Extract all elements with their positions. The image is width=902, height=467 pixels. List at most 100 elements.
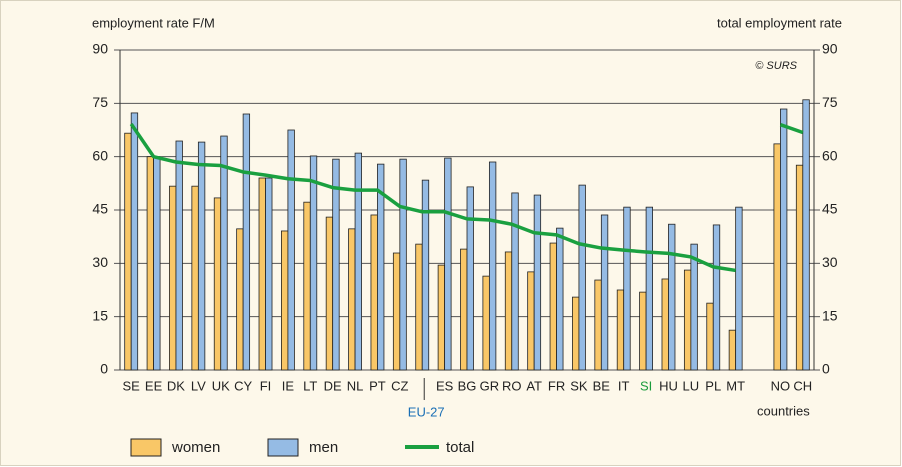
bar [213,197,222,371]
y2-tick-label: 30 [822,254,838,270]
bar [645,206,653,371]
bar [466,186,474,371]
bar [377,163,385,371]
bar [175,140,183,371]
x-axis-label: countries [757,403,810,418]
x-tick-label: LU [683,378,700,393]
x-tick-label: PT [369,378,386,393]
y2-tick-label: 0 [822,361,830,377]
bar [236,228,244,371]
bar [712,224,721,371]
bar [488,161,497,371]
y-tick-label: 60 [92,147,108,163]
x-tick-label: MT [726,378,745,393]
x-tick-label: LV [191,378,206,393]
y2-tick-label: 60 [822,147,838,163]
legend-swatch [130,438,162,457]
bar [332,158,340,371]
x-tick-label: PL [705,378,721,393]
bar [706,302,714,371]
bar [354,152,362,371]
bar [287,129,295,371]
bar [482,275,490,371]
x-tick-label: EE [145,378,163,393]
bar [661,278,669,371]
bar [549,242,557,371]
x-tick-label: FR [548,378,565,393]
bar [146,156,154,371]
y2-tick-label: 90 [822,41,838,57]
x-tick-label: EU-27 [408,404,445,419]
x-tick-label: RO [502,378,522,393]
bar [572,296,580,371]
bar [639,291,647,371]
bar [460,248,468,371]
y-tick-label: 0 [100,361,108,377]
bar [668,223,676,371]
y2-axis-label: total employment rate [717,15,842,30]
bar [795,164,804,371]
y-tick-label: 30 [92,254,108,270]
bar [728,329,737,371]
bar [220,135,228,371]
x-tick-label: DK [167,378,185,393]
bar [802,99,810,371]
bar [303,201,311,371]
y-tick-label: 15 [92,307,108,323]
legend-label: men [309,439,338,456]
bar [124,132,132,371]
x-tick-label: SE [123,378,141,393]
y-tick-label: 90 [92,41,108,57]
bar [392,252,401,371]
y2-tick-label: 15 [822,307,838,323]
bar [527,271,535,371]
bar [421,179,430,371]
bar [265,177,273,371]
x-tick-label: BE [593,378,611,393]
y2-tick-label: 75 [822,94,838,110]
line [129,122,736,273]
bar [735,206,743,371]
x-tick-label: NO [771,378,791,393]
y2-tick-label: 45 [822,201,838,217]
annotation: © SURS [755,60,797,72]
bar [437,264,446,371]
bar [309,155,318,371]
y-axis-label: employment rate F/M [92,15,215,30]
y-tick-label: 75 [92,94,108,110]
bar [600,214,609,371]
bar [690,243,698,371]
bar [773,143,781,371]
x-tick-label: ES [436,378,454,393]
bar [444,157,452,371]
bar [348,228,356,371]
x-tick-label: IT [618,378,630,393]
bar [169,185,177,371]
x-tick-label: CH [793,378,812,393]
x-tick-label: CZ [391,378,408,393]
bar [191,185,199,371]
bar [242,113,251,371]
x-tick-label: UK [212,378,230,393]
bar [683,269,692,371]
bar [594,279,602,371]
bar [533,194,542,371]
bar [153,156,161,371]
bar [616,289,625,371]
x-tick-label: LT [303,378,317,393]
bar [281,230,289,371]
line [779,123,804,135]
bar [556,227,564,371]
bar [197,141,206,371]
bar [325,216,334,371]
x-tick-label: GR [480,378,500,393]
x-tick-label: SI [640,378,652,393]
x-tick-label: BG [458,378,477,393]
bar [511,192,519,371]
x-tick-label: CY [234,378,252,393]
legend-label: total [446,439,474,456]
legend-swatch [267,438,299,457]
legend-label: women [171,439,220,456]
x-tick-label: AT [526,378,542,393]
